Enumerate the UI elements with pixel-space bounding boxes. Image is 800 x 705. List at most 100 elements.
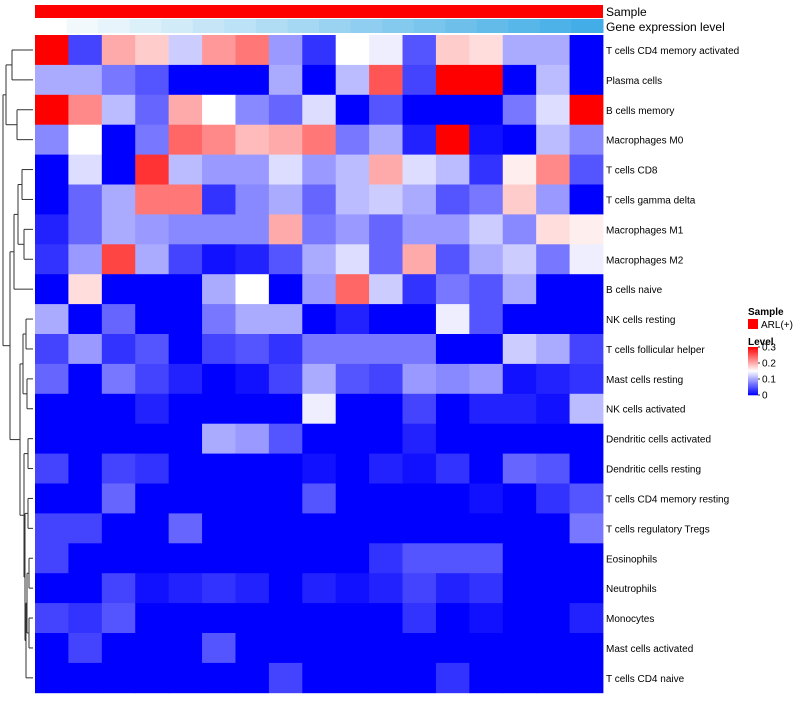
heatmap-cell — [101, 124, 136, 155]
heatmap-cell — [302, 214, 337, 245]
heatmap-cell — [502, 274, 537, 305]
heatmap-cell — [68, 154, 103, 185]
heatmap-cell — [502, 184, 537, 215]
heatmap-cell — [536, 94, 570, 126]
heatmap-cell — [469, 214, 504, 245]
heatmap-cell — [202, 64, 236, 96]
heatmap-cell — [202, 124, 236, 155]
heatmap-cell — [435, 633, 470, 664]
heatmap-cell — [235, 304, 270, 335]
row-label: T cells CD8 — [606, 166, 658, 177]
heatmap-cell — [35, 393, 69, 425]
heatmap-cell — [168, 124, 203, 155]
heatmap-cell — [202, 453, 236, 484]
heatmap-cell — [435, 304, 470, 335]
legend-gradient-step — [748, 393, 758, 396]
heatmap-cell — [135, 274, 170, 305]
heatmap-cell — [435, 453, 470, 484]
heatmap-cell — [235, 124, 270, 155]
heatmap-cell — [168, 453, 203, 484]
heatmap-cell — [101, 35, 136, 66]
heatmap-cell — [402, 304, 437, 335]
heatmap-cell — [435, 334, 470, 365]
heatmap-cell — [435, 393, 470, 425]
heatmap-cell — [268, 662, 303, 694]
heatmap-cell — [268, 483, 303, 514]
heatmap-cell — [268, 334, 303, 365]
heatmap-cell — [335, 304, 370, 335]
heatmap-cell — [268, 244, 303, 275]
heatmap-cell — [101, 453, 136, 484]
heatmap-cell — [235, 154, 270, 185]
heatmap-cell — [435, 662, 470, 694]
legend-gradient-step — [748, 366, 758, 368]
heatmap-cell — [168, 244, 203, 275]
heatmap-cell — [101, 423, 136, 454]
heatmap-cell — [435, 184, 470, 215]
row-label: B cells memory — [606, 106, 674, 117]
row-label: T cells regulatory Tregs — [606, 524, 710, 535]
heatmap-cell — [569, 393, 604, 425]
heatmap-cell — [168, 633, 203, 664]
heatmap-cell — [202, 662, 236, 694]
heatmap-cell — [302, 94, 337, 126]
heatmap-cell — [369, 274, 403, 305]
heatmap-cell — [402, 483, 437, 514]
heatmap-cell — [469, 393, 504, 425]
heatmap-cell — [469, 483, 504, 514]
heatmap-cell — [135, 393, 170, 425]
heatmap-cell — [268, 543, 303, 574]
heatmap-cell — [168, 513, 203, 544]
heatmap-cell — [235, 573, 270, 604]
heatmap-cell — [569, 184, 604, 215]
heatmap-cell — [502, 662, 537, 694]
heatmap-cell — [302, 483, 337, 514]
heatmap-cell — [302, 184, 337, 215]
heatmap-cell — [569, 483, 604, 514]
heatmap-cell — [335, 662, 370, 694]
heatmap-cell — [168, 393, 203, 425]
heatmap-cell — [302, 453, 337, 484]
heatmap-cell — [569, 304, 604, 335]
heatmap-cell — [101, 214, 136, 245]
legend-gradient-step — [748, 368, 758, 371]
heatmap-cell — [68, 94, 103, 126]
expression-track-cell — [255, 19, 288, 33]
heatmap-cell — [35, 154, 69, 185]
heatmap-cell — [569, 662, 604, 694]
heatmap-cell — [335, 154, 370, 185]
heatmap-cell — [302, 662, 337, 694]
heatmap-cell — [435, 154, 470, 185]
legend-gradient-step — [748, 349, 758, 351]
heatmap-cell — [335, 124, 370, 155]
heatmap-cell — [135, 334, 170, 365]
heatmap-cell — [469, 423, 504, 454]
legend-gradient-step — [748, 353, 758, 355]
heatmap-cell — [101, 363, 136, 395]
heatmap-cell — [302, 423, 337, 454]
heatmap-cell — [302, 334, 337, 365]
heatmap-cell — [536, 423, 570, 454]
heatmap-cell — [536, 633, 570, 664]
heatmap-cell — [469, 35, 504, 66]
heatmap-cell — [569, 214, 604, 245]
heatmap-cell — [502, 154, 537, 185]
heatmap-cell — [235, 483, 270, 514]
heatmap-cell — [68, 513, 103, 544]
heatmap-cell — [202, 274, 236, 305]
heatmap-cell — [435, 244, 470, 275]
heatmap-cell — [502, 363, 537, 395]
heatmap-cell — [135, 244, 170, 275]
heatmap-cell — [469, 184, 504, 215]
heatmap-cell — [101, 334, 136, 365]
heatmap-cell — [235, 244, 270, 275]
heatmap-cell — [168, 214, 203, 245]
heatmap-cell — [569, 64, 604, 96]
heatmap-cell — [369, 603, 403, 634]
heatmap-cell — [335, 184, 370, 215]
heatmap-cell — [335, 483, 370, 514]
heatmap-cell — [502, 483, 537, 514]
heatmap-cell — [101, 483, 136, 514]
heatmap-cell — [268, 633, 303, 664]
heatmap-cell — [235, 513, 270, 544]
